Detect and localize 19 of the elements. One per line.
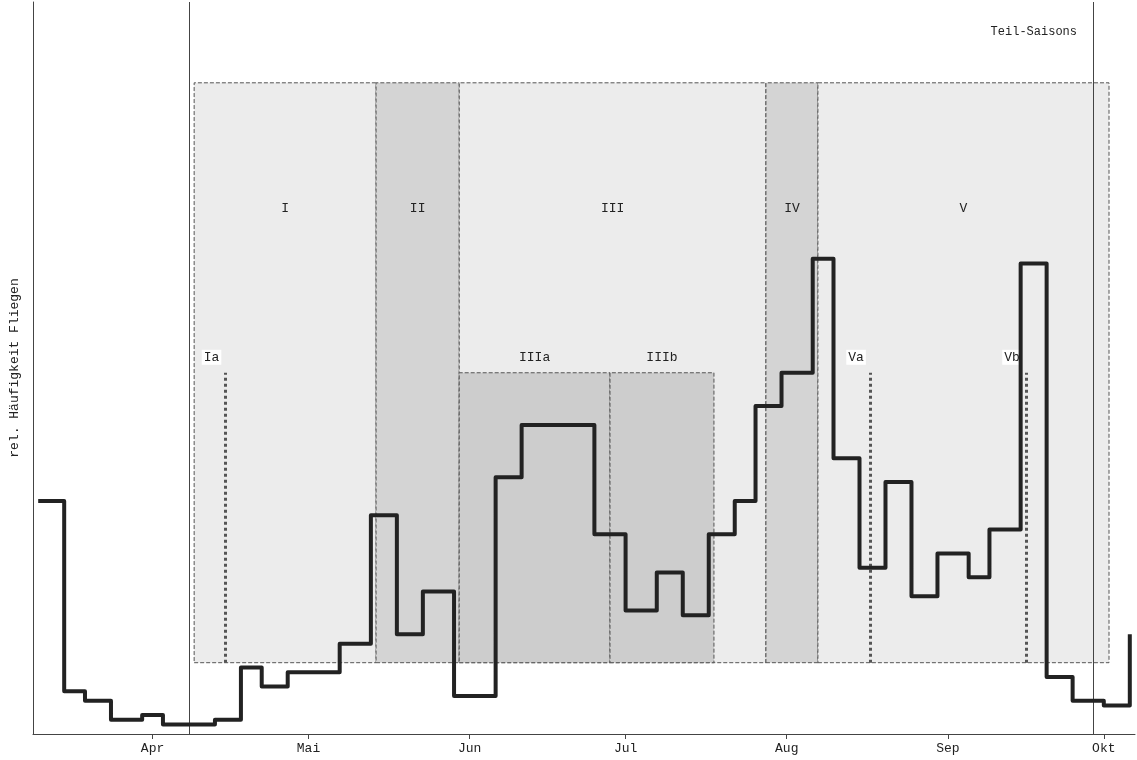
band-label: IV [784,201,800,217]
ref-line-label: Ia [203,349,220,365]
ref-line-label: Va [848,349,865,365]
x-tick-label: Jun [457,741,482,756]
x-tick-label: Jul [613,741,638,756]
x-tick-label: Aug [775,741,799,756]
x-tick-label: Apr [140,741,165,756]
band-label: IIIa [519,350,551,366]
y-axis-title: rel. Häufigkeit Fliegen [7,278,22,458]
band-label: II [409,201,426,217]
ref-line-label: Vb [1004,349,1020,365]
x-tick-label: Mai [296,741,321,756]
text: Teil-Saisons [990,25,1078,39]
band-label: III [600,201,625,217]
band-label: V [959,201,968,217]
band-label: I [281,201,290,217]
x-tick-label: Okt [1092,741,1116,756]
band-label: IIIb [646,350,678,366]
x-tick-label: Sep [936,741,960,756]
